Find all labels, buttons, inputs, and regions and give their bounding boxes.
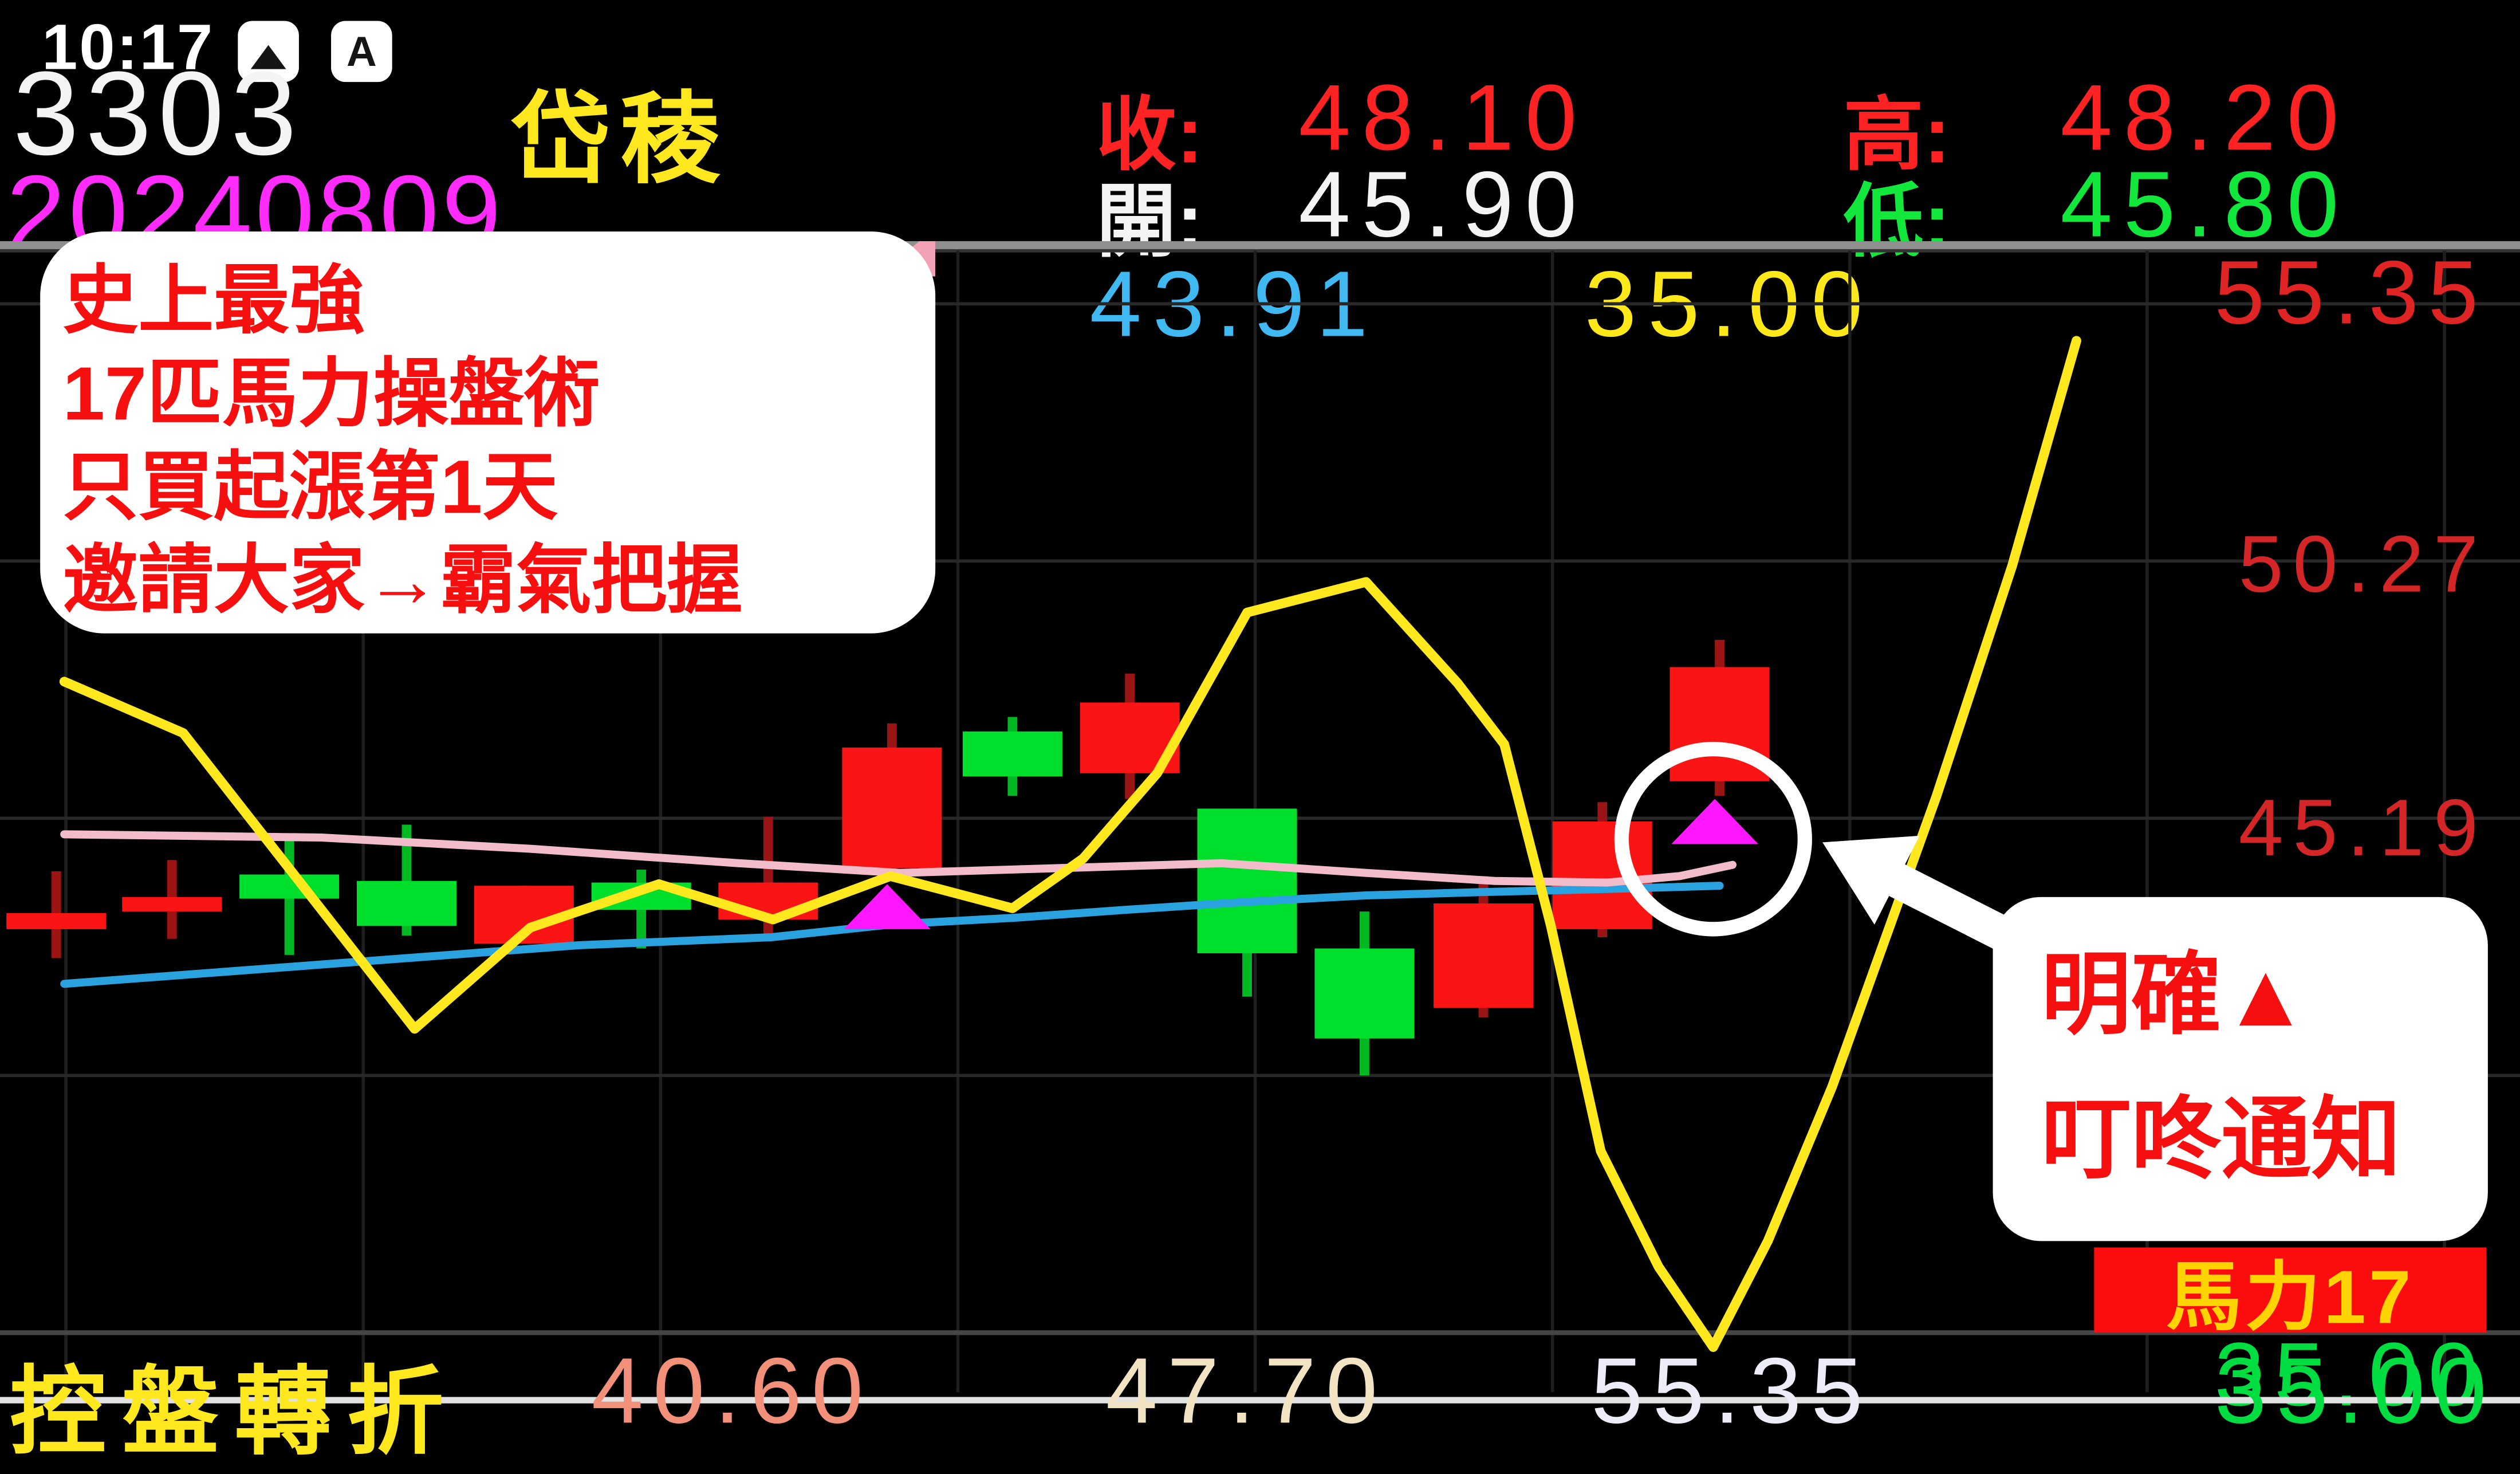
promo-line: 17匹馬力操盤術 xyxy=(62,350,600,436)
candle-body-down xyxy=(122,897,222,912)
low-value: 45.80 xyxy=(2060,152,2350,257)
candle-body-down xyxy=(6,913,107,929)
callout-arrow xyxy=(1822,835,2046,968)
candle-body-up xyxy=(239,874,340,899)
candle-body-up xyxy=(1197,808,1297,954)
price-axis-label-bottom: 35.00 xyxy=(2214,1339,2497,1444)
candle-body-down xyxy=(1434,903,1534,1008)
highlight-circle xyxy=(1614,742,1812,937)
turning-point-value: 47.70 xyxy=(1105,1339,1388,1444)
close-label: 收: xyxy=(1096,90,1203,180)
price-axis-label: 55.35 xyxy=(2214,242,2487,343)
open-value: 45.90 xyxy=(1298,152,1588,257)
promo-line: 只買起漲第1天 xyxy=(62,443,558,529)
promo-annotation-box: 史上最強 17匹馬力操盤術 只買起漲第1天 邀請大家→霸氣把握 xyxy=(40,231,936,634)
candle-body-down xyxy=(1552,821,1652,929)
turning-point-value: 55.35 xyxy=(1591,1339,1873,1444)
price-axis-label: 50.27 xyxy=(2239,519,2488,609)
a-badge-icon: A xyxy=(331,21,392,82)
stock-code: 3303 xyxy=(13,46,304,180)
buy-signal-triangle xyxy=(844,884,931,929)
signal-callout-box: 明確▲ 叮咚通知 xyxy=(1993,897,2488,1241)
promo-line: 邀請大家→霸氣把握 xyxy=(62,537,743,622)
candle-body-up xyxy=(962,731,1062,777)
ma-line-pink xyxy=(60,830,1737,887)
turning-point-title: 控盤轉折 xyxy=(9,1358,460,1467)
callout-line-1: 明確▲ xyxy=(2041,944,2310,1045)
high-value: 48.20 xyxy=(2060,66,2350,171)
high-label: 高: xyxy=(1843,90,1951,180)
bottom-divider xyxy=(0,1397,2520,1404)
horsepower-badge: 馬力17 xyxy=(2094,1247,2487,1339)
candle-body-down xyxy=(842,747,942,868)
ma-line-cyan xyxy=(60,882,1724,988)
control-line-yellow xyxy=(59,336,2081,1352)
stock-name: 岱稜 xyxy=(511,85,730,196)
photo-icon xyxy=(238,21,299,82)
candle-body-up xyxy=(1314,948,1415,1039)
mountain-glyph xyxy=(250,44,286,69)
candle-body-up xyxy=(356,881,456,926)
close-value: 48.10 xyxy=(1298,66,1588,171)
price-axis-label: 45.19 xyxy=(2239,783,2488,872)
status-time: 10:17 xyxy=(41,13,215,84)
callout-line-2: 叮咚通知 xyxy=(2041,1088,2401,1190)
promo-line: 史上最強 xyxy=(62,257,365,343)
turning-point-value: 40.60 xyxy=(591,1339,873,1444)
buy-signal-triangle xyxy=(1671,799,1758,844)
